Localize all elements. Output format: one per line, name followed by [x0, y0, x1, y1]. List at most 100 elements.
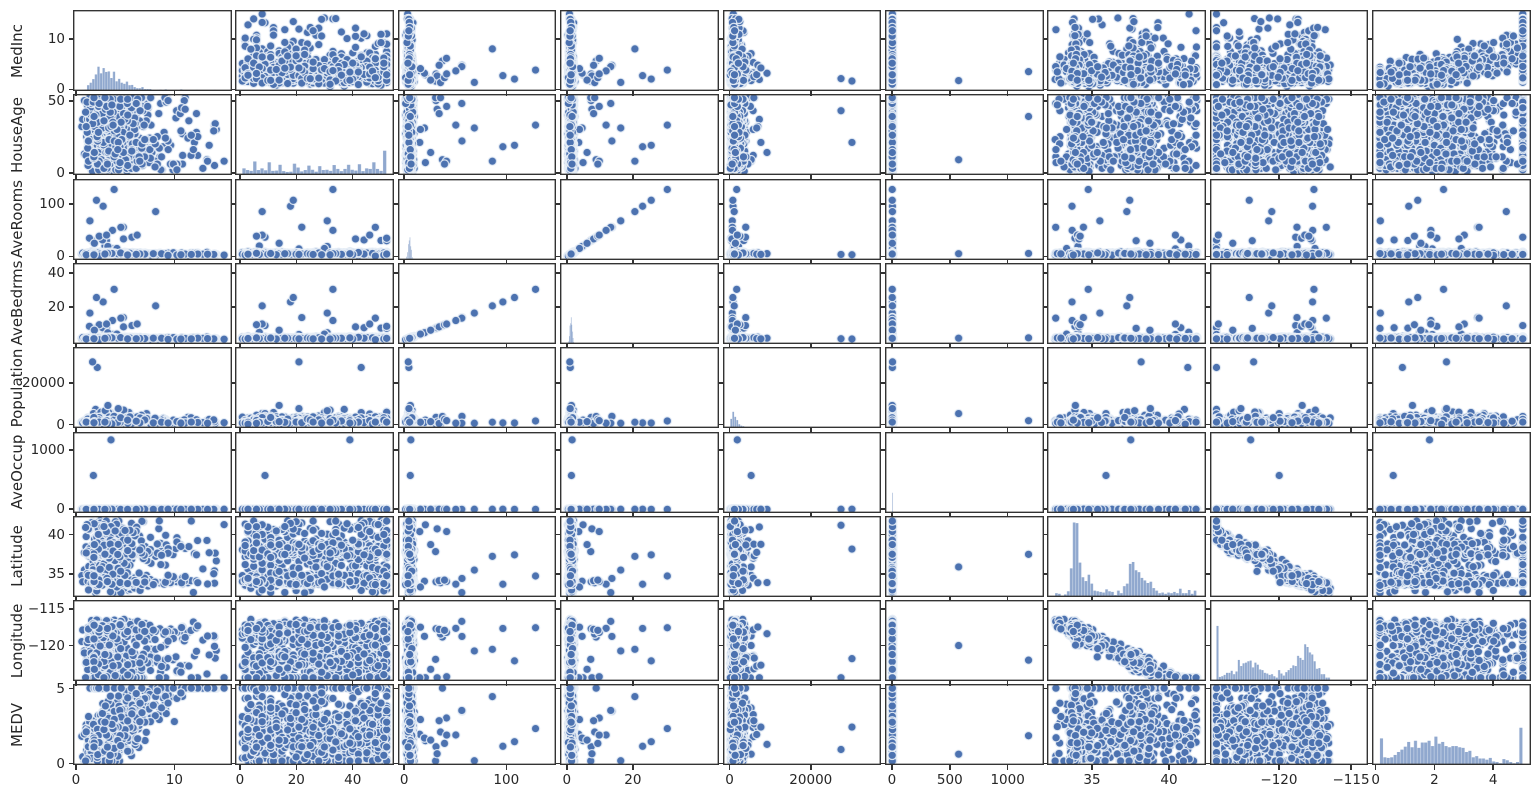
cell-Longitude-vs-MEDV — [1367, 600, 1531, 686]
cell-MEDV-vs-AveRooms: 0 100 — [393, 684, 557, 788]
cell-AveBedrms-vs-HouseAge — [230, 262, 394, 349]
y-tick-mark — [1042, 306, 1048, 308]
y-tick-mark — [555, 687, 561, 690]
x-tick-mark — [239, 91, 241, 96]
scatter-canvas — [1209, 10, 1369, 91]
y-tick-mark — [1205, 272, 1210, 274]
y-tick-mark — [230, 533, 236, 536]
cell-AveOccup-vs-AveRooms — [393, 431, 557, 517]
y-tick-mark — [1205, 573, 1210, 575]
x-tick-mark — [810, 175, 812, 180]
cell-AveOccup-vs-Population — [718, 431, 882, 517]
y-tick-mark — [718, 100, 723, 102]
x-tick-mark — [351, 175, 354, 180]
y-tick-mark — [1042, 573, 1048, 575]
x-tick-mark — [728, 681, 731, 686]
y-tick-mark — [393, 382, 398, 384]
x-tick-mark — [75, 175, 77, 180]
y-tick-mark — [718, 423, 723, 426]
x-tick-label: 100 — [493, 772, 520, 789]
x-tick-mark — [891, 681, 893, 686]
y-tick-mark — [1042, 644, 1048, 647]
y-tick-mark — [1367, 533, 1373, 536]
y-tick-mark — [880, 255, 885, 258]
y-tick-mark — [880, 508, 885, 510]
y-tick-mark — [230, 382, 236, 384]
x-tick-mark — [173, 428, 176, 433]
y-tick-mark — [718, 382, 723, 384]
x-tick-mark — [351, 512, 354, 517]
x-tick-mark — [566, 343, 568, 349]
x-tick-mark — [1278, 681, 1280, 686]
x-tick-label: 1000 — [990, 772, 1025, 789]
scatter-canvas — [73, 431, 232, 513]
y-tick-label: 20000 — [22, 375, 65, 392]
y-tick-mark — [555, 573, 561, 575]
y-tick-mark — [1205, 508, 1210, 510]
y-tick-mark — [393, 608, 398, 610]
x-tick-mark — [891, 259, 893, 265]
diag-hist-Population — [718, 347, 882, 433]
cell-Latitude-vs-MedInc: 35 40 — [48, 515, 232, 602]
scatter-canvas — [885, 262, 1044, 344]
scatter-canvas — [722, 515, 882, 597]
y-tick-mark — [393, 508, 398, 510]
histogram-canvas — [1209, 600, 1369, 682]
x-tick-mark — [632, 259, 634, 265]
y-tick-mark — [1205, 449, 1210, 451]
x-tick-label: 20000 — [789, 772, 833, 789]
cell-Population-vs-AveOccup — [880, 347, 1044, 433]
y-tick-mark — [555, 644, 561, 647]
scatter-canvas — [397, 684, 557, 766]
y-tick-mark — [393, 573, 398, 575]
y-tick-mark — [555, 172, 561, 174]
x-tick-mark — [728, 512, 731, 517]
x-tick-mark — [1168, 175, 1170, 180]
y-tick-mark — [68, 533, 73, 536]
x-tick-label: 2 — [1430, 772, 1439, 789]
y-tick-mark — [230, 449, 236, 451]
x-tick-mark — [1091, 765, 1093, 770]
x-tick-mark — [891, 343, 893, 349]
x-tick-mark — [949, 512, 951, 517]
y-tick-mark — [1042, 508, 1048, 510]
y-tick-mark — [393, 172, 398, 174]
cell-Population-vs-Longitude — [1205, 347, 1369, 433]
y-tick-mark — [68, 382, 73, 384]
scatter-canvas — [885, 94, 1044, 176]
x-tick-label: 0 — [235, 772, 245, 789]
y-tick-mark — [1042, 382, 1048, 384]
row-axis-label-MedInc: MedInc — [8, 23, 26, 78]
x-tick-mark — [1006, 175, 1009, 180]
cell-AveRooms-vs-Latitude — [1042, 178, 1206, 265]
x-tick-mark — [1006, 259, 1009, 265]
y-tick-mark — [1042, 255, 1048, 258]
scatter-canvas — [1047, 600, 1206, 682]
y-tick-mark — [393, 687, 398, 690]
x-tick-mark — [239, 681, 241, 686]
scatter-canvas — [73, 347, 232, 429]
x-tick-mark — [239, 765, 241, 770]
y-tick-mark — [393, 306, 398, 308]
x-tick-mark — [1168, 765, 1170, 770]
scatter-canvas — [235, 684, 394, 766]
x-tick-mark — [891, 428, 893, 433]
y-tick-mark — [880, 88, 885, 91]
x-tick-mark — [1278, 765, 1280, 770]
cell-MEDV-vs-AveBedrms: 0 20 — [555, 684, 719, 788]
cell-AveBedrms-vs-MEDV — [1367, 262, 1531, 349]
y-tick-mark — [718, 533, 723, 536]
x-tick-mark — [173, 512, 176, 517]
x-tick-mark — [1278, 259, 1280, 265]
x-tick-mark — [949, 681, 951, 686]
x-tick-mark — [1350, 512, 1352, 517]
scatter-canvas — [722, 262, 882, 344]
y-tick-label: 10 — [47, 31, 65, 48]
y-tick-mark — [1042, 762, 1048, 765]
scatter-canvas — [885, 10, 1044, 91]
x-tick-label: 500 — [936, 772, 963, 789]
x-tick-mark — [295, 259, 298, 265]
x-tick-mark — [728, 596, 731, 602]
cell-Longitude-vs-Population — [718, 600, 882, 686]
x-tick-label: −120 — [1260, 772, 1298, 789]
